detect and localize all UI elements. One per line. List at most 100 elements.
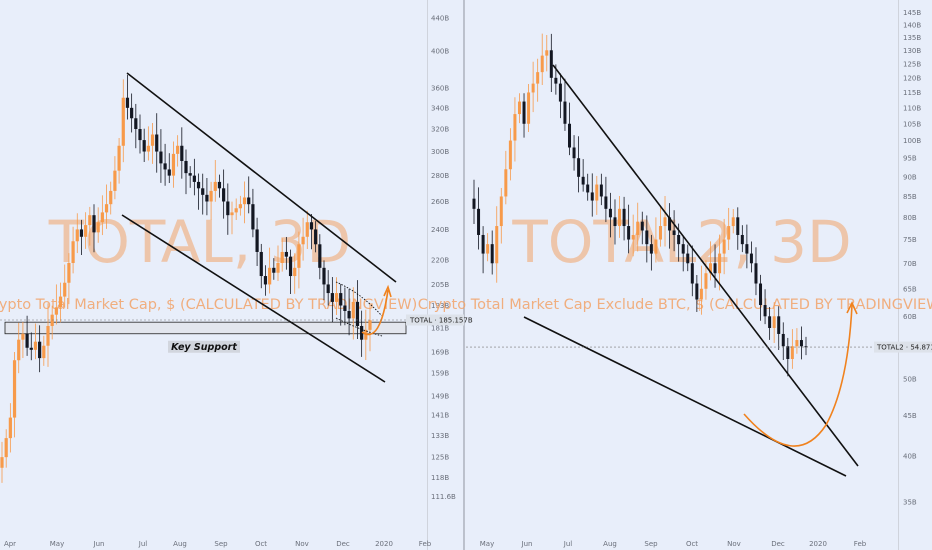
candle-body bbox=[745, 244, 749, 254]
candle-body bbox=[727, 226, 731, 240]
candle-body bbox=[595, 184, 599, 201]
candle-body bbox=[772, 316, 776, 328]
candle-body bbox=[276, 262, 280, 273]
last-price-label: TOTAL2 · 54.871B bbox=[876, 344, 932, 352]
x-tick-label: Dec bbox=[336, 540, 350, 548]
candle-body bbox=[288, 256, 293, 277]
candle-body bbox=[50, 314, 54, 326]
candle-body bbox=[495, 226, 499, 264]
x-tick-label: Oct bbox=[255, 540, 267, 548]
candle-body bbox=[768, 316, 772, 328]
x-tick-label: 2020 bbox=[809, 540, 827, 548]
candle-body bbox=[280, 251, 284, 263]
candle-body bbox=[658, 226, 662, 240]
candle-body bbox=[668, 217, 672, 231]
candle-body bbox=[499, 196, 503, 227]
y-tick-label: 120B bbox=[903, 74, 921, 82]
candle-body bbox=[109, 190, 113, 205]
y-tick-label: 111.6B bbox=[431, 493, 456, 501]
projection-arrow bbox=[743, 304, 853, 447]
candle-body bbox=[618, 208, 622, 227]
y-tick-label: 110B bbox=[903, 104, 921, 112]
x-tick-label: May bbox=[50, 540, 64, 548]
candle-body bbox=[545, 50, 549, 56]
candle-body bbox=[4, 438, 8, 458]
candle-body bbox=[627, 226, 631, 240]
candle-body bbox=[622, 208, 626, 227]
candle-body bbox=[790, 346, 794, 359]
x-tick-label: Jun bbox=[521, 540, 533, 548]
candle-body bbox=[572, 147, 576, 159]
candle-body bbox=[672, 230, 676, 235]
y-tick-label: 140B bbox=[903, 21, 921, 29]
candle-body bbox=[138, 129, 142, 141]
candle-body bbox=[330, 293, 334, 302]
candle-body bbox=[504, 169, 508, 197]
candle-body bbox=[46, 325, 50, 346]
candle-body bbox=[113, 170, 117, 191]
candle-body bbox=[130, 107, 134, 119]
candle-body bbox=[67, 262, 71, 283]
candle-body bbox=[708, 263, 712, 274]
candle-body bbox=[284, 251, 288, 257]
candle-body bbox=[272, 267, 276, 273]
x-tick-label: Oct bbox=[686, 540, 698, 548]
candle-body bbox=[795, 340, 799, 347]
y-tick-label: 115B bbox=[903, 89, 921, 97]
y-tick-label: 400B bbox=[431, 48, 449, 56]
dotted-wedge-lower bbox=[335, 317, 383, 337]
y-tick-label: 145B bbox=[903, 9, 921, 17]
candle-body bbox=[531, 83, 535, 93]
candle-body bbox=[84, 225, 88, 237]
y-tick-label: 90B bbox=[903, 173, 917, 181]
watermark-subtitle: Crypto Total Market Cap Exclude BTC, $ (… bbox=[418, 297, 932, 313]
candle-body bbox=[686, 253, 690, 264]
candle-body bbox=[54, 307, 58, 315]
candle-body bbox=[213, 181, 217, 191]
last-price-tag bbox=[874, 341, 932, 353]
y-tick-label: 75B bbox=[903, 236, 917, 244]
candle-body bbox=[477, 208, 481, 235]
y-tick-label: 35B bbox=[903, 498, 917, 506]
candle-body bbox=[490, 244, 494, 264]
candle-body bbox=[242, 197, 247, 205]
candle-body bbox=[522, 101, 526, 124]
x-tick-label: 2020 bbox=[375, 540, 393, 548]
candle-body bbox=[347, 310, 351, 319]
y-tick-label: 193B bbox=[431, 302, 449, 310]
y-tick-label: 45B bbox=[903, 412, 917, 420]
last-price-tag bbox=[406, 314, 464, 326]
candle-body bbox=[695, 283, 699, 300]
candle-body bbox=[681, 244, 685, 254]
candle-body bbox=[117, 145, 121, 171]
candle-body bbox=[58, 296, 63, 308]
candle-body bbox=[297, 244, 301, 268]
candle-body bbox=[104, 204, 109, 213]
y-tick-label: 118B bbox=[431, 474, 449, 482]
candle-body bbox=[649, 244, 653, 254]
y-tick-label: 80B bbox=[903, 214, 917, 222]
y-tick-label: 181B bbox=[431, 324, 449, 332]
y-tick-label: 70B bbox=[903, 260, 917, 268]
candle-body bbox=[92, 215, 96, 233]
x-tick-label: Jun bbox=[93, 540, 105, 548]
candle-body bbox=[590, 192, 594, 201]
candle-body bbox=[549, 50, 553, 78]
candle-body bbox=[42, 345, 46, 359]
candle-body bbox=[586, 184, 590, 193]
candle-body bbox=[690, 263, 694, 284]
candle-body bbox=[517, 101, 521, 115]
candle-body bbox=[150, 134, 155, 146]
y-tick-label: 205B bbox=[431, 281, 449, 289]
candle-body bbox=[613, 217, 617, 227]
y-tick-label: 320B bbox=[431, 126, 449, 134]
candle-body bbox=[268, 267, 272, 285]
y-tick-label: 280B bbox=[431, 172, 449, 180]
candle-body bbox=[142, 140, 146, 152]
candle-body bbox=[481, 234, 485, 254]
candle-body bbox=[293, 267, 297, 277]
candle-body bbox=[540, 55, 544, 73]
left-panel-bg bbox=[0, 0, 428, 550]
candle-body bbox=[100, 212, 104, 223]
